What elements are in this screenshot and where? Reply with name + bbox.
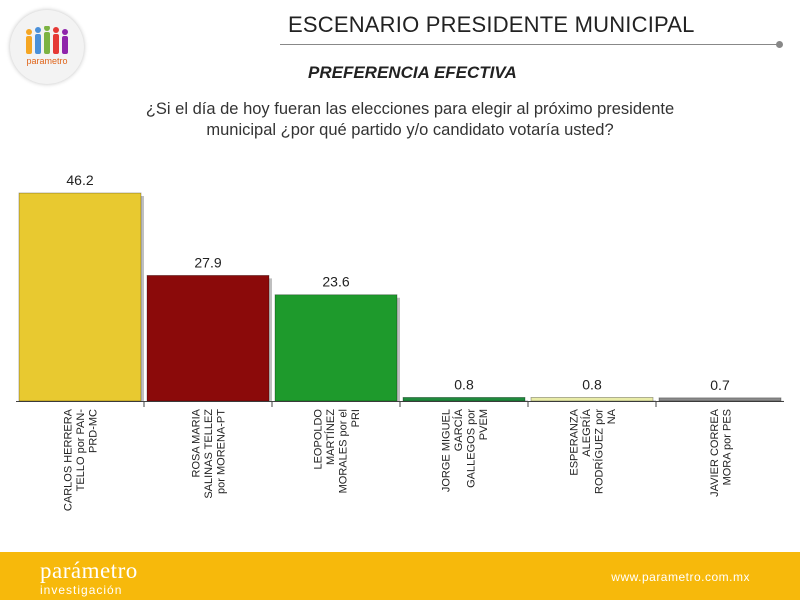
survey-question-line-1: ¿Si el día de hoy fueran las elecciones …	[145, 100, 675, 118]
title-underline	[280, 44, 780, 45]
data-label: 23.6	[322, 274, 349, 290]
title-underline-dot	[776, 41, 783, 48]
category-label: LEOPOLDO MARTÍNEZ MORALES por el PRI	[312, 409, 362, 494]
category-label-line: PRD-MC	[88, 409, 100, 453]
bar	[402, 396, 526, 402]
category-label-line: MORA por PES	[721, 409, 733, 485]
bar	[274, 294, 398, 402]
category-label: JORGE MIGUEL GARCÍA GALLEGOS por PVEM	[440, 408, 490, 492]
category-label-line: SALINAS TELLEZ	[203, 409, 215, 499]
data-label: 0.8	[582, 376, 602, 392]
bar-shadow	[397, 297, 400, 401]
category-label: ROSA MARIA SALINAS TELLEZ por MORENA-PT	[191, 408, 228, 498]
category-label-line: GALLEGOS por	[465, 409, 477, 488]
data-label: 0.7	[710, 377, 730, 393]
bar	[146, 274, 270, 402]
category-label-line: por MORENA-PT	[216, 409, 228, 494]
category-label-line: ROSA MARIA	[191, 408, 203, 477]
footer-brand: parámetro	[40, 558, 138, 583]
category-label-line: PRI	[350, 409, 362, 427]
category-label-line: ALEGRÍA	[580, 408, 593, 456]
bar-shadow	[269, 278, 272, 401]
data-label: 46.2	[66, 172, 93, 188]
category-label-line: GARCÍA	[452, 408, 465, 451]
footer-url[interactable]: www.parametro.com.mx	[611, 570, 750, 584]
chart-subtitle: PREFERENCIA EFECTIVA	[308, 63, 517, 82]
data-label: 0.8	[454, 376, 474, 392]
people-bars-icon	[26, 26, 68, 54]
survey-question-line-2: municipal ¿por qué partido y/o candidato…	[206, 121, 614, 139]
category-label-line: JAVIER CORREA	[709, 408, 721, 496]
bar	[530, 396, 654, 402]
footer-bar: parámetro investigación www.parametro.co…	[0, 552, 800, 600]
category-label-line: PVEM	[478, 409, 490, 440]
bar-shadow	[653, 400, 656, 401]
survey-question: ¿Si el día de hoy fueran las elecciones …	[60, 99, 760, 141]
logo: parametro	[10, 10, 84, 84]
bar-shadow	[141, 196, 144, 401]
page-title: ESCENARIO PRESIDENTE MUNICIPAL	[288, 12, 695, 37]
category-label-line: LEOPOLDO	[312, 409, 324, 470]
category-label: ESPERANZA ALEGRÍA RODRÍGUEZ por NA	[568, 408, 618, 494]
category-label: JAVIER CORREA MORA por PES	[709, 408, 734, 496]
category-label-line: RODRÍGUEZ por	[592, 409, 605, 494]
bar	[18, 192, 142, 402]
category-label-line: JORGE MIGUEL	[440, 409, 452, 492]
category-label-line: MORALES por el	[337, 409, 349, 493]
bar	[658, 397, 782, 402]
category-label-line: NA	[606, 408, 618, 424]
logo-text: parametro	[26, 56, 68, 66]
data-label: 27.9	[194, 254, 221, 270]
category-label: CARLOS HERRERA TELLO por PAN- PRD-MC	[63, 408, 100, 511]
footer-subtitle: investigación	[40, 583, 123, 597]
bar-chart: 46.2 CARLOS HERRERA TELLO por PAN- PRD-MC 27…	[16, 172, 784, 511]
category-label-line: MARTÍNEZ	[324, 409, 337, 465]
category-label-line: TELLO por PAN-	[75, 409, 87, 492]
category-label-line: ESPERANZA	[568, 408, 580, 475]
bar-shadow	[525, 400, 528, 401]
category-label-line: CARLOS HERRERA	[63, 408, 75, 511]
